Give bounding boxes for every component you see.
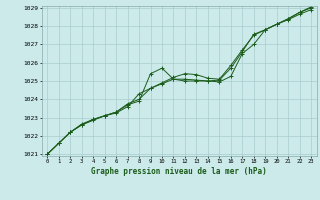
X-axis label: Graphe pression niveau de la mer (hPa): Graphe pression niveau de la mer (hPa) (91, 167, 267, 176)
